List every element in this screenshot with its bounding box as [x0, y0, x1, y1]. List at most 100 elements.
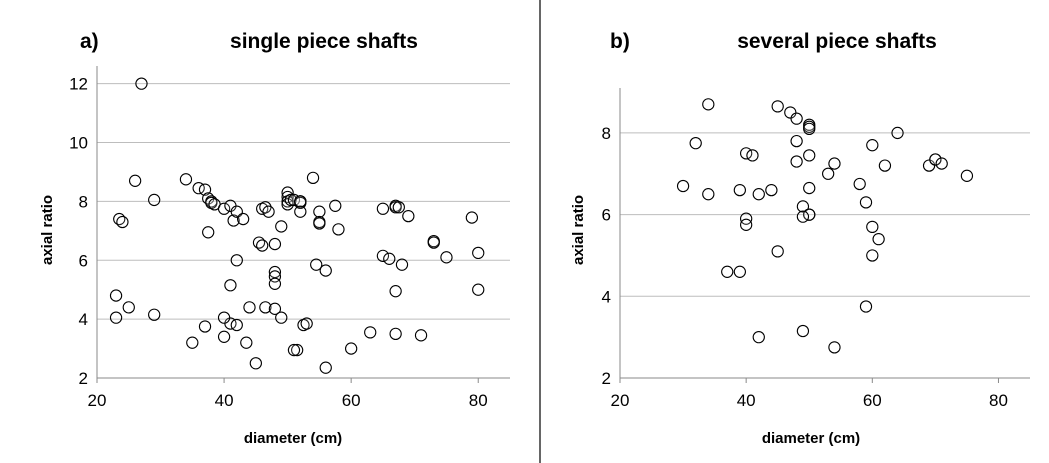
- panel-a-data-point: [202, 226, 215, 239]
- panel-b-data-point: [866, 249, 879, 262]
- panel-a-data-point: [376, 202, 390, 215]
- panel-b-data-point: [828, 157, 841, 170]
- panel-b-data-point: [803, 122, 816, 135]
- panel-b-data-point: [702, 98, 715, 111]
- panel-a-x-axis-label: diameter (cm): [244, 430, 342, 447]
- panel-b-data-point: [853, 177, 866, 191]
- panel-b-data-point: [929, 153, 942, 166]
- panel-b-ytick-label: 6: [602, 206, 611, 225]
- panel-a-data-point: [217, 202, 231, 215]
- panel-b-data-point: [872, 232, 885, 246]
- panel-a-data-point: [230, 254, 243, 267]
- panel-a-data-point: [313, 205, 326, 218]
- panel-a-xtick-label: 40: [215, 391, 234, 410]
- panel-a-data-point: [186, 336, 199, 349]
- panel-a-data-point: [179, 173, 193, 186]
- panel-b-data-point: [733, 265, 746, 278]
- panel-b-data-point: [765, 183, 778, 197]
- panel-a-data-point: [389, 327, 402, 340]
- panel-b-xtick-label: 60: [863, 391, 882, 410]
- panel-a-data-point: [414, 329, 428, 342]
- panel-a-data-point: [392, 201, 405, 214]
- panel-b-data-point: [790, 155, 803, 168]
- panel-b-data-point: [752, 331, 765, 344]
- panel-a-gridlines: [97, 83, 510, 320]
- panel-b-data-point: [960, 169, 974, 182]
- panel-a-data-point: [275, 311, 288, 324]
- panel-a-yticks: 2 4 6 8 10 12: [69, 75, 88, 388]
- panel-b-data-point: [822, 167, 835, 180]
- panel-a-xtick-label: 80: [469, 391, 488, 410]
- panel-a-data-point: [465, 211, 479, 224]
- panel-a-data-point: [319, 361, 332, 374]
- panel-a-data-point: [284, 193, 297, 207]
- panel-a-data-point: [128, 174, 142, 187]
- panel-b-data-point: [702, 188, 715, 201]
- panel-a-data-point: [287, 343, 301, 357]
- panel-a-ytick-label: 4: [79, 310, 88, 329]
- panel-a-data-point: [268, 265, 282, 279]
- panel-a-data-point: [329, 199, 342, 212]
- panel-a-data-point: [472, 283, 485, 296]
- panel-a-ytick-label: 8: [79, 192, 88, 211]
- panel-b-data-point: [796, 324, 810, 338]
- panel-b-data-point: [790, 134, 803, 148]
- panel-a-data-point: [217, 311, 231, 324]
- panel-a-data-point: [383, 252, 396, 265]
- panel-b-xtick-label: 20: [611, 391, 630, 410]
- panel-b-data-point: [784, 106, 797, 119]
- panel-b-data-point: [803, 181, 816, 195]
- panel-b-axis: [619, 88, 1030, 383]
- panel-a-y-axis-label: axial ratio: [39, 195, 56, 265]
- panel-b-data-point: [878, 159, 892, 172]
- panel-a-data-point: [259, 301, 272, 314]
- panel-a-data-point: [440, 251, 453, 264]
- panel-b-data-point: [689, 136, 702, 150]
- panel-a-data-point: [275, 220, 288, 233]
- panel-a: a) single piece shafts 2 4 6 8 10 12 20 40 60 80…: [39, 30, 510, 447]
- panel-a-data-point: [236, 212, 250, 226]
- panel-a-data-point: [332, 223, 345, 236]
- panel-a-data-point: [313, 217, 326, 230]
- panel-a-data-point: [376, 249, 390, 262]
- panel-a-data-point: [116, 215, 129, 229]
- panel-b-data-point: [803, 149, 816, 162]
- panel-a-data-point: [389, 285, 402, 298]
- panel-a-data-point: [256, 239, 269, 252]
- panel-a-data-point: [395, 258, 409, 271]
- panel-a-data-point: [148, 308, 161, 321]
- panel-a-points: [109, 77, 485, 374]
- panel-a-title: single piece shafts: [230, 30, 418, 53]
- panel-a-data-point: [262, 205, 275, 218]
- panel-b-xtick-label: 80: [989, 391, 1008, 410]
- panel-b-data-point: [935, 157, 948, 170]
- panel-b-data-point: [891, 126, 904, 140]
- panel-a-data-point: [294, 195, 307, 208]
- panel-b-data-point: [771, 245, 784, 258]
- panel-b-data-point: [796, 210, 810, 223]
- panel-b-data-point: [859, 300, 873, 313]
- panel-b-data-point: [922, 159, 936, 172]
- panel-b-y-axis-label: axial ratio: [570, 195, 587, 265]
- panel-a-data-point: [290, 343, 304, 357]
- panel-a-xticks: 20 40 60 80: [88, 391, 488, 410]
- panel-b-data-point: [771, 100, 784, 113]
- panel-b-data-point: [859, 196, 873, 209]
- panel-b-ytick-label: 4: [602, 287, 611, 306]
- panel-a-data-point: [310, 258, 323, 271]
- panel-b-data-point: [676, 179, 690, 193]
- panel-a-data-point: [249, 357, 262, 370]
- panel-b-xtick-label: 40: [737, 391, 756, 410]
- panel-b-data-point: [828, 341, 841, 354]
- panel-a-xtick-label: 20: [88, 391, 107, 410]
- panel-b-data-point: [740, 218, 753, 231]
- panel-b-data-point: [746, 149, 759, 162]
- panel-a-data-point: [135, 77, 148, 90]
- panel-b-letter: b): [610, 30, 630, 53]
- panel-a-data-point: [472, 246, 485, 260]
- panel-b-data-point: [752, 188, 765, 201]
- panel-a-data-point: [217, 330, 231, 343]
- panel-a-data-point: [243, 301, 256, 314]
- panel-b-points: [676, 98, 974, 354]
